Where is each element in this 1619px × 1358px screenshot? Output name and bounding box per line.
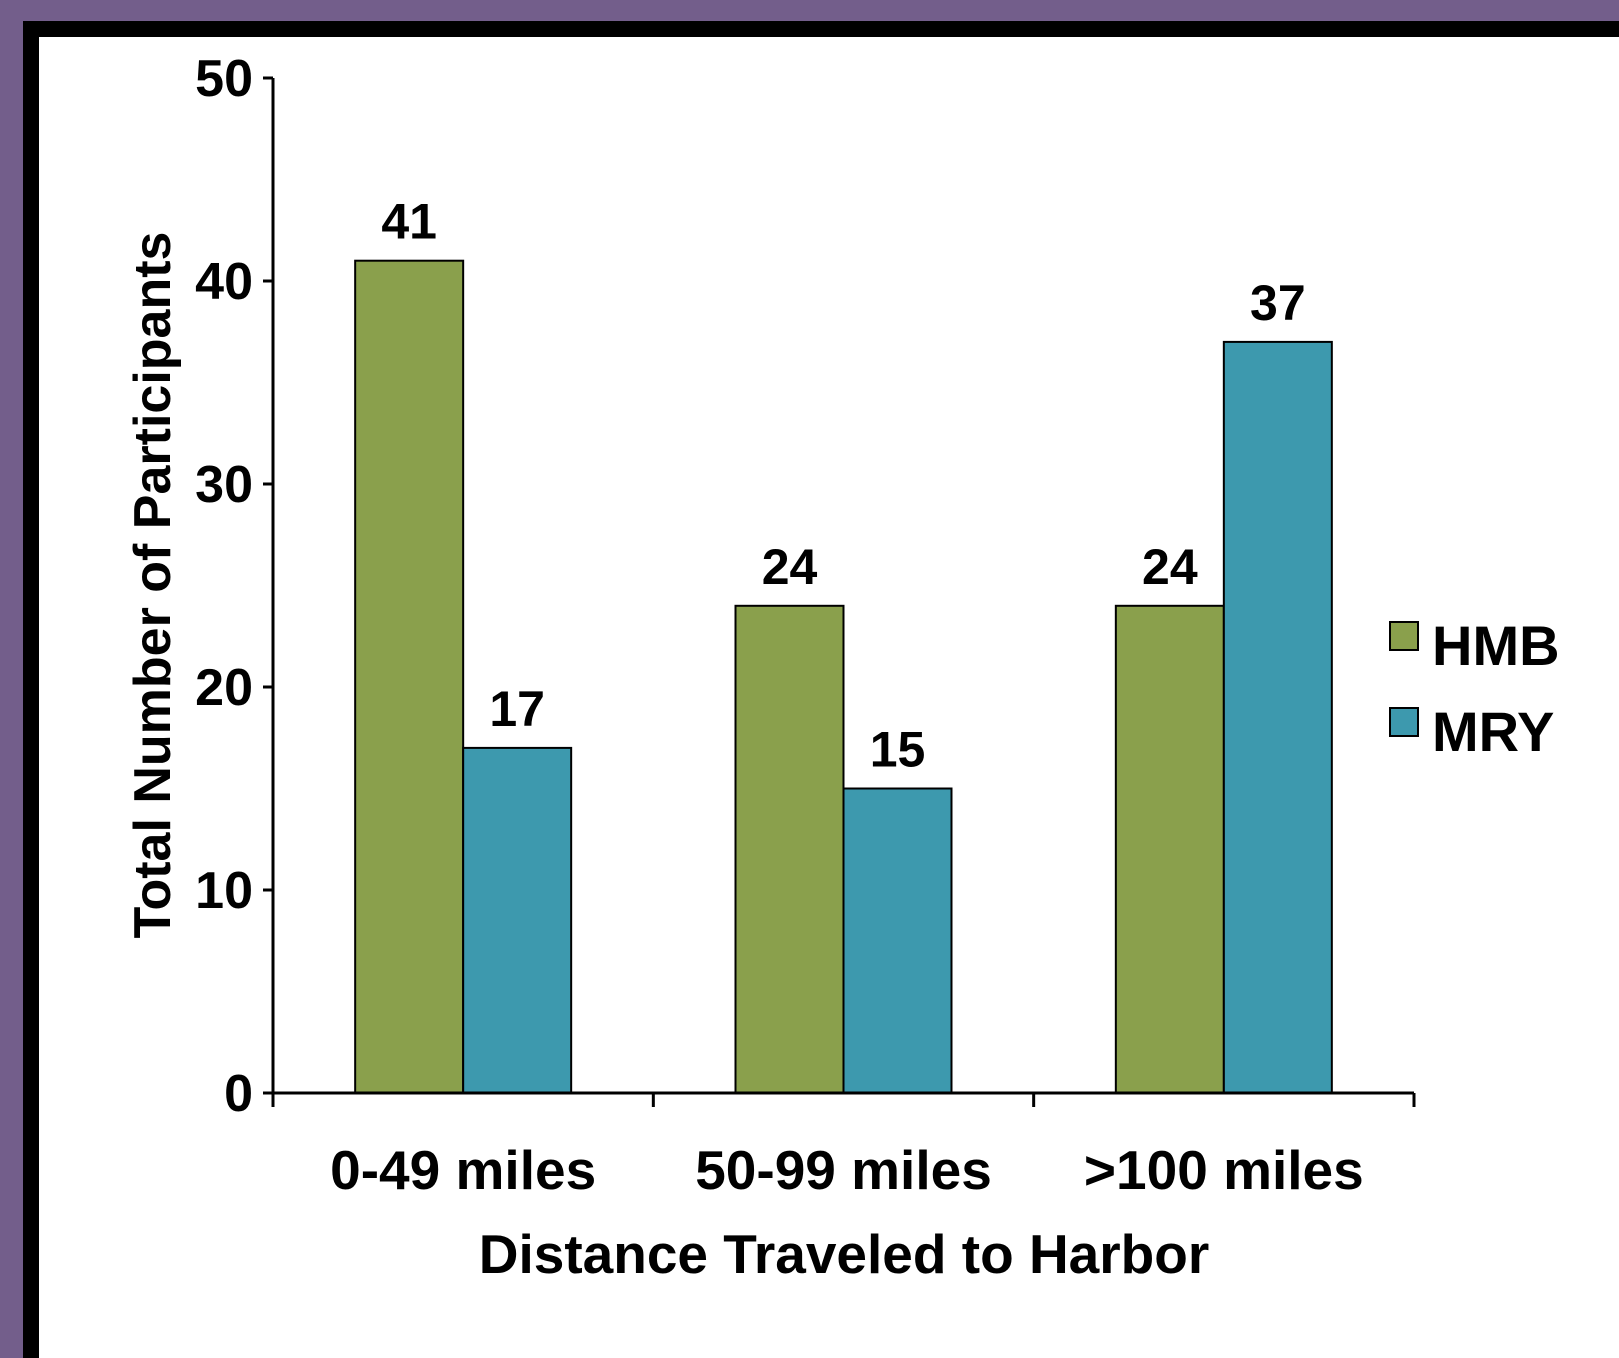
bar-hmb-1 bbox=[354, 259, 465, 1094]
y-axis-title: Total Number of Participants bbox=[124, 232, 182, 939]
y-tick-label: 50 bbox=[195, 50, 253, 108]
x-tick-label: >100 miles bbox=[1084, 1139, 1364, 1201]
legend-label-hmb: HMB bbox=[1432, 614, 1560, 677]
bar-mry-3 bbox=[1222, 340, 1333, 1094]
legend-swatch-hmb bbox=[1389, 621, 1419, 651]
x-tick-label: 0-49 miles bbox=[330, 1139, 596, 1201]
x-tick-label: 50-99 miles bbox=[695, 1139, 992, 1201]
bar-mry-1 bbox=[462, 746, 573, 1095]
y-tick-label: 10 bbox=[195, 862, 253, 920]
data-label-hmb-2: 24 bbox=[762, 539, 818, 595]
y-tick-label: 20 bbox=[195, 659, 253, 717]
y-ticks-group: 0 10 20 30 40 50 bbox=[195, 50, 273, 1123]
legend-label-mry: MRY bbox=[1432, 700, 1554, 763]
x-ticks-group: 0-49 miles 50-99 miles >100 miles bbox=[271, 1093, 1416, 1201]
bar-hmb-3 bbox=[1114, 604, 1225, 1094]
y-tick-label: 30 bbox=[195, 456, 253, 514]
data-label-mry-3: 37 bbox=[1250, 275, 1306, 331]
bars-group bbox=[354, 259, 1333, 1095]
data-label-mry-2: 15 bbox=[870, 722, 926, 778]
x-axis-title: Distance Traveled to Harbor bbox=[479, 1223, 1210, 1285]
legend: HMB MRY bbox=[1389, 614, 1560, 763]
data-label-mry-1: 17 bbox=[489, 681, 545, 737]
y-tick-label: 0 bbox=[224, 1065, 253, 1123]
bar-mry-2 bbox=[842, 787, 953, 1094]
axes-group bbox=[271, 78, 1414, 1095]
bar-hmb-2 bbox=[734, 604, 845, 1094]
y-tick-label: 40 bbox=[195, 253, 253, 311]
data-label-hmb-3: 24 bbox=[1142, 539, 1198, 595]
legend-swatch-mry bbox=[1389, 707, 1419, 737]
data-labels-group: 41 17 24 15 24 37 bbox=[381, 194, 1305, 778]
bar-chart: 41 17 24 15 24 37 0 10 20 30 40 50 0-49 miles 50-99… bbox=[124, 50, 1560, 1285]
chart-panel: 41 17 24 15 24 37 0 10 20 30 40 50 0-49 miles 50-99… bbox=[39, 37, 1619, 1358]
data-label-hmb-1: 41 bbox=[381, 194, 437, 250]
